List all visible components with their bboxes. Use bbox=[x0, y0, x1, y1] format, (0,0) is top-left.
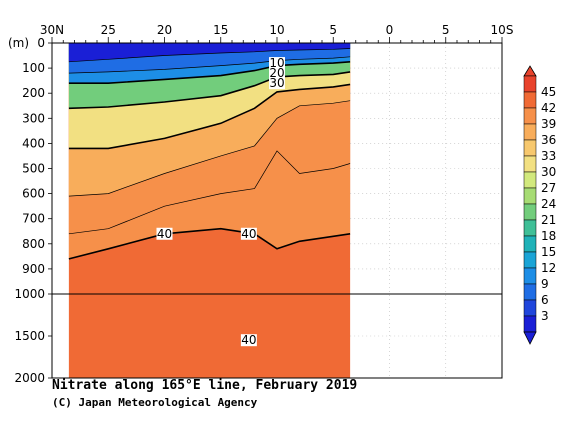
colorbar-label: 33 bbox=[541, 149, 556, 163]
colorbar-label: 15 bbox=[541, 245, 556, 259]
colorbar-swatch bbox=[523, 187, 537, 205]
y-tick-label: 600 bbox=[22, 187, 45, 201]
y-tick-label: 1000 bbox=[14, 287, 45, 301]
contour-label: 10 bbox=[269, 56, 284, 70]
contour-label-box bbox=[269, 57, 285, 70]
contour-label: 40 bbox=[241, 333, 256, 347]
data-field bbox=[68, 43, 351, 378]
colorbar-label: 18 bbox=[541, 229, 556, 243]
contour-label-box bbox=[240, 334, 257, 347]
y-tick-label: 700 bbox=[22, 212, 45, 226]
contour-label: 20 bbox=[269, 66, 284, 80]
x-tick-label: 0 bbox=[386, 23, 394, 37]
contour-label: 30 bbox=[269, 76, 284, 90]
colorbar-swatch bbox=[523, 315, 537, 333]
isoline-20 bbox=[68, 71, 351, 110]
colorbar-swatch bbox=[523, 235, 537, 253]
chart-credit: (C) Japan Meteorological Agency bbox=[52, 396, 258, 409]
contour-label-box bbox=[269, 67, 285, 80]
colorbar-swatch bbox=[523, 91, 537, 109]
isoline-30 bbox=[68, 83, 351, 150]
colorbar-swatch bbox=[523, 107, 537, 125]
colorbar-swatch bbox=[523, 267, 537, 285]
isoline-36 bbox=[68, 100, 351, 197]
isoline-3 bbox=[68, 48, 351, 63]
grid bbox=[52, 43, 502, 378]
y-tick-label: 1500 bbox=[14, 329, 45, 343]
x-tick-label: 10S bbox=[491, 23, 514, 37]
colorbar-label: 42 bbox=[541, 101, 556, 115]
colorbar-label: 36 bbox=[541, 133, 556, 147]
y-tick-label: 100 bbox=[22, 61, 45, 75]
x-tick-label: 30N bbox=[40, 23, 64, 37]
colorbar-label: 45 bbox=[541, 85, 556, 99]
colorbar-swatch bbox=[523, 171, 537, 189]
colorbar-label: 27 bbox=[541, 181, 556, 195]
y-tick-label: 900 bbox=[22, 262, 45, 276]
contour-label-box bbox=[240, 227, 257, 240]
y-tick-label: 500 bbox=[22, 162, 45, 176]
colorbar-label: 9 bbox=[541, 277, 549, 291]
y-tick-label: 800 bbox=[22, 237, 45, 251]
colorbar-swatch bbox=[523, 283, 537, 301]
colorbar-swatch bbox=[523, 203, 537, 221]
colorbar-swatch bbox=[523, 123, 537, 141]
y-tick-label: 200 bbox=[22, 86, 45, 100]
colorbar-swatch bbox=[523, 155, 537, 173]
x-tick-label: 5 bbox=[329, 23, 337, 37]
y-tick-label: 400 bbox=[22, 136, 45, 150]
colorbar-label: 6 bbox=[541, 293, 549, 307]
isoline-10 bbox=[68, 61, 351, 84]
colorbar-label: 39 bbox=[541, 117, 556, 131]
y-tick-label: 300 bbox=[22, 111, 45, 125]
chart-title: Nitrate along 165°E line, February 2019 bbox=[52, 378, 358, 393]
colorbar-swatch bbox=[523, 219, 537, 237]
colorbar-label: 3 bbox=[541, 309, 549, 323]
x-tick-label: 15 bbox=[213, 23, 228, 37]
colorbar: 45 42 39 36 33 30 27 24 21 18 15 12 9 6 3 bbox=[523, 65, 556, 345]
isoline-39 bbox=[68, 150, 351, 235]
colorbar-bottom-arrow bbox=[523, 331, 537, 345]
colorbar-label: 12 bbox=[541, 261, 556, 275]
x-tick-label: 10 bbox=[269, 23, 284, 37]
y-tick-label: 0 bbox=[37, 36, 45, 50]
colorbar-label: 30 bbox=[541, 165, 556, 179]
y-tick-label: 2000 bbox=[14, 371, 45, 385]
x-tick-label: 25 bbox=[101, 23, 116, 37]
y-axis-label: (m) bbox=[8, 36, 29, 50]
axes: 30N 25 20 15 10 5 0 5 10S 0 100 200 300 400 500 600 700 8… bbox=[8, 23, 513, 385]
x-tick-label: 5 bbox=[442, 23, 450, 37]
colorbar-label: 24 bbox=[541, 197, 556, 211]
isoline-6 bbox=[68, 56, 351, 74]
contour-label-box bbox=[269, 77, 285, 90]
colorbar-swatch bbox=[523, 139, 537, 157]
contour-label-box bbox=[156, 227, 173, 240]
contour-label: 40 bbox=[157, 227, 172, 241]
colorbar-label: 21 bbox=[541, 213, 556, 227]
colorbar-swatch bbox=[523, 299, 537, 317]
colorbar-swatch bbox=[523, 251, 537, 269]
x-tick-label: 20 bbox=[157, 23, 172, 37]
contour-label: 40 bbox=[241, 227, 256, 241]
colorbar-swatch bbox=[523, 75, 537, 93]
